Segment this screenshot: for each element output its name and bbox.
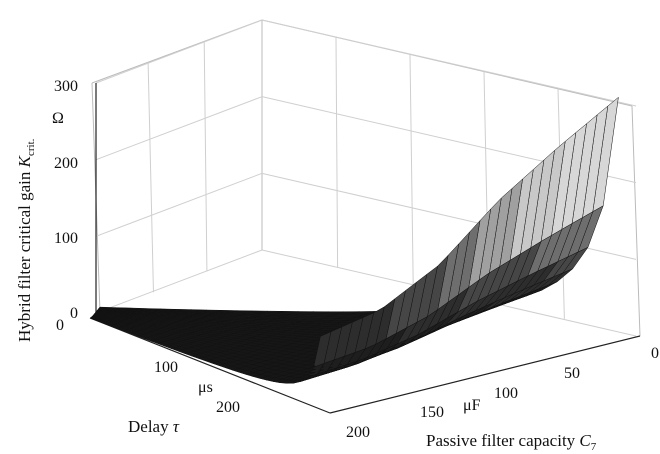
y-axis-label-text: Delay xyxy=(128,417,173,436)
x-tick-label: 200 xyxy=(346,424,370,441)
grid-vert-left xyxy=(147,62,154,293)
grid-z-left xyxy=(95,19,263,84)
x-tick-label: 100 xyxy=(494,385,518,402)
surface-mesh xyxy=(89,96,619,384)
z-tick-label: 300 xyxy=(54,78,78,95)
x-axis-label-subscript: 7 xyxy=(591,441,597,453)
y-tick-label: 100 xyxy=(154,359,178,376)
axis-capacity xyxy=(329,335,641,414)
z-tick-label: 100 xyxy=(54,230,78,247)
z-axis-label: Hybrid filter critical gain Kcrit. xyxy=(15,138,37,342)
x-axis-unit: μF xyxy=(463,397,481,414)
grid-vert-left xyxy=(203,41,208,272)
grid-vert-right xyxy=(409,54,414,285)
wall-right-edge xyxy=(631,105,641,337)
z-tick-label: 0 xyxy=(70,305,78,322)
x-tick-label: 0 xyxy=(651,345,659,362)
y-tick-label: 200 xyxy=(216,399,240,416)
z-tick-label: 200 xyxy=(54,155,78,172)
y-tick-label: 0 xyxy=(56,317,64,334)
grid-vert-right xyxy=(335,37,339,268)
surface-patch xyxy=(89,317,98,322)
x-tick-label: 50 xyxy=(564,365,580,382)
y-axis-label: Delay τ xyxy=(128,417,180,436)
y-axis-unit: μs xyxy=(198,379,213,396)
z-axis-unit: Ω xyxy=(52,110,64,127)
tick-labels: 0 100 200 300 0 100 200 0 50 100 150 200 xyxy=(54,78,659,441)
x-tick-label: 150 xyxy=(420,404,444,421)
x-axis-label: Passive filter capacity C7 xyxy=(426,431,597,453)
x-axis-label-symbol: C xyxy=(579,431,591,450)
grid-z-left xyxy=(95,249,263,314)
z-axis-label-symbol: K xyxy=(15,154,34,168)
axis-delay xyxy=(89,317,331,414)
y-axis-label-symbol: τ xyxy=(173,417,180,436)
grid-z-left xyxy=(95,96,263,161)
chart-grid xyxy=(89,19,641,414)
z-axis-label-text: Hybrid filter critical gain xyxy=(15,167,34,342)
grid-z-right xyxy=(261,19,637,107)
grid-z-left xyxy=(95,172,263,237)
z-axis-label-subscript: crit. xyxy=(25,138,37,156)
x-axis-label-text: Passive filter capacity xyxy=(426,431,579,450)
